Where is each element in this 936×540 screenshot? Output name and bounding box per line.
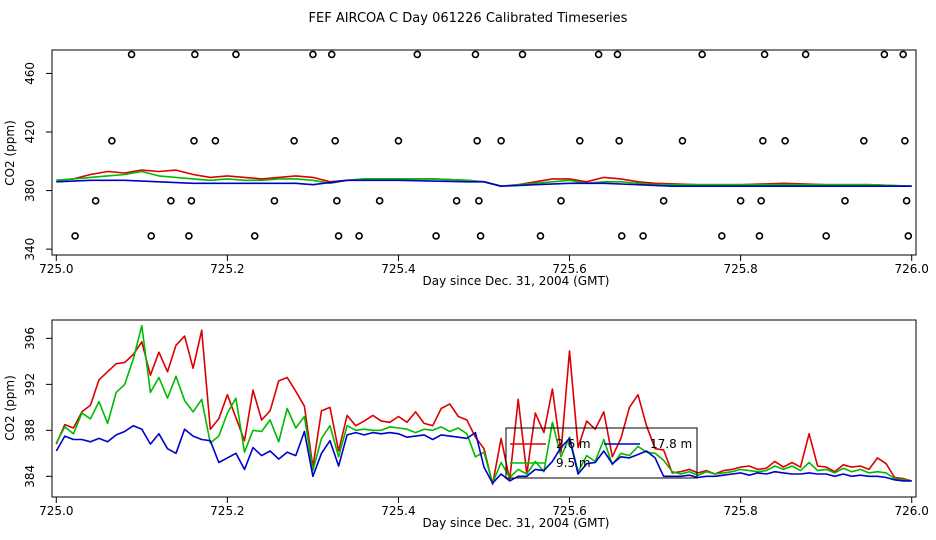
x-tick-label: 725.2 xyxy=(210,504,244,518)
legend-label: 2.6 m xyxy=(556,437,591,451)
data-point-circle xyxy=(759,136,767,145)
legend-label: 17.8 m xyxy=(650,437,692,451)
data-point-circle xyxy=(801,50,810,59)
bottom-panel-co2-timeseries: 725.0 725.2 725.4 725.6 725.8 726.0 Day since … xyxy=(3,319,929,530)
data-point-circle xyxy=(394,136,403,145)
legend: 2.6 m 17.8 m 9.5 m xyxy=(505,427,698,479)
series-line-17-8-m xyxy=(55,424,912,485)
data-point-circle xyxy=(476,232,485,240)
data-point-circle xyxy=(355,232,363,240)
data-point-circle xyxy=(594,50,603,59)
data-point-circle xyxy=(899,50,907,59)
x-tick-label: 725.4 xyxy=(381,504,415,518)
data-point-circle xyxy=(290,136,298,145)
data-point-circle xyxy=(91,197,100,205)
data-point-circle xyxy=(185,232,193,240)
series-line-9-5-m xyxy=(55,324,912,485)
data-point-circle xyxy=(841,197,849,205)
data-point-circle xyxy=(167,197,175,205)
data-point-circle xyxy=(147,232,156,240)
data-point-circle xyxy=(639,232,647,240)
x-tick-label: 726.0 xyxy=(895,504,929,518)
data-point-circle xyxy=(901,136,909,145)
data-point-circle xyxy=(659,197,668,205)
series-line-green xyxy=(56,170,912,187)
data-point-circle xyxy=(191,50,199,59)
y-tick-label: 396 xyxy=(23,327,37,350)
data-point-circle xyxy=(781,136,789,145)
figure-title: FEF AIRCOA C Day 061226 Calibrated Times… xyxy=(309,11,628,26)
data-point-circle xyxy=(736,197,745,205)
data-point-circle xyxy=(536,232,545,240)
y-tick-label: 340 xyxy=(23,238,37,261)
data-point-circle xyxy=(432,232,440,240)
x-axis-label: Day since Dec. 31, 2004 (GMT) xyxy=(423,516,610,530)
data-point-circle xyxy=(497,136,505,145)
data-point-circle xyxy=(473,136,481,145)
legend-label: 9.5 m xyxy=(556,456,591,470)
data-point-circle xyxy=(518,50,527,59)
x-tick-label: 725.0 xyxy=(39,504,73,518)
data-point-circle xyxy=(880,50,889,59)
data-point-circle xyxy=(822,232,830,240)
y-tick-label: 392 xyxy=(23,373,37,396)
data-point-circle xyxy=(678,136,687,145)
series-line-2-6-m xyxy=(55,329,912,486)
top-panel-co2-scatter: 725.0 725.2 725.4 725.6 725.8 726.0 Day since … xyxy=(3,49,929,288)
data-point-circle xyxy=(334,232,343,240)
data-point-circle xyxy=(211,136,220,145)
y-tick-label: 460 xyxy=(23,62,37,85)
y-tick-label: 388 xyxy=(23,419,37,442)
data-point-circle xyxy=(309,50,317,59)
data-point-circle xyxy=(718,232,726,240)
x-tick-label: 725.2 xyxy=(210,262,244,276)
data-point-circle xyxy=(250,232,259,240)
data-point-circle xyxy=(617,232,626,240)
y-tick-label: 380 xyxy=(23,179,37,202)
data-point-circle xyxy=(187,197,196,205)
x-tick-label: 725.6 xyxy=(552,504,586,518)
data-point-circle xyxy=(127,50,136,59)
legend-box xyxy=(505,427,698,479)
x-tick-label: 725.4 xyxy=(381,262,415,276)
x-tick-label: 725.6 xyxy=(552,262,586,276)
data-point-circle xyxy=(860,136,868,145)
x-axis-label: Day since Dec. 31, 2004 (GMT) xyxy=(423,274,610,288)
data-point-circle xyxy=(333,197,341,205)
data-point-circle xyxy=(413,50,422,59)
x-tick-label: 725.8 xyxy=(723,262,757,276)
data-point-circle xyxy=(902,197,911,205)
data-point-circle xyxy=(327,50,336,59)
data-point-circle xyxy=(613,50,622,59)
x-tick-label: 725.8 xyxy=(723,504,757,518)
data-point-circle xyxy=(475,197,483,205)
y-tick-label: 420 xyxy=(23,121,37,144)
data-point-circle xyxy=(375,197,384,205)
y-tick-label: 384 xyxy=(23,465,37,488)
data-point-circle xyxy=(270,197,279,205)
data-point-circle xyxy=(615,136,623,145)
y-axis-label: CO2 (ppm) xyxy=(3,375,17,441)
data-point-circle xyxy=(760,50,769,59)
y-axis-label: CO2 (ppm) xyxy=(3,120,17,186)
data-point-circle xyxy=(452,197,461,205)
x-tick-label: 725.0 xyxy=(39,262,73,276)
plot-frame xyxy=(51,319,917,498)
data-point-circle xyxy=(232,50,240,59)
data-point-circle xyxy=(71,232,79,240)
data-point-circle xyxy=(190,136,198,145)
x-tick-label: 726.0 xyxy=(895,262,929,276)
data-point-circle xyxy=(904,232,913,240)
data-point-circle xyxy=(576,136,584,145)
plot-frame xyxy=(51,49,917,256)
data-point-circle xyxy=(757,197,765,205)
data-point-circle xyxy=(755,232,764,240)
data-point-circle xyxy=(698,50,706,59)
data-point-circle xyxy=(471,50,480,59)
series-line-blue xyxy=(56,179,912,187)
data-point-circle xyxy=(557,197,565,205)
data-point-circle xyxy=(108,136,116,145)
data-point-circle xyxy=(331,136,339,145)
